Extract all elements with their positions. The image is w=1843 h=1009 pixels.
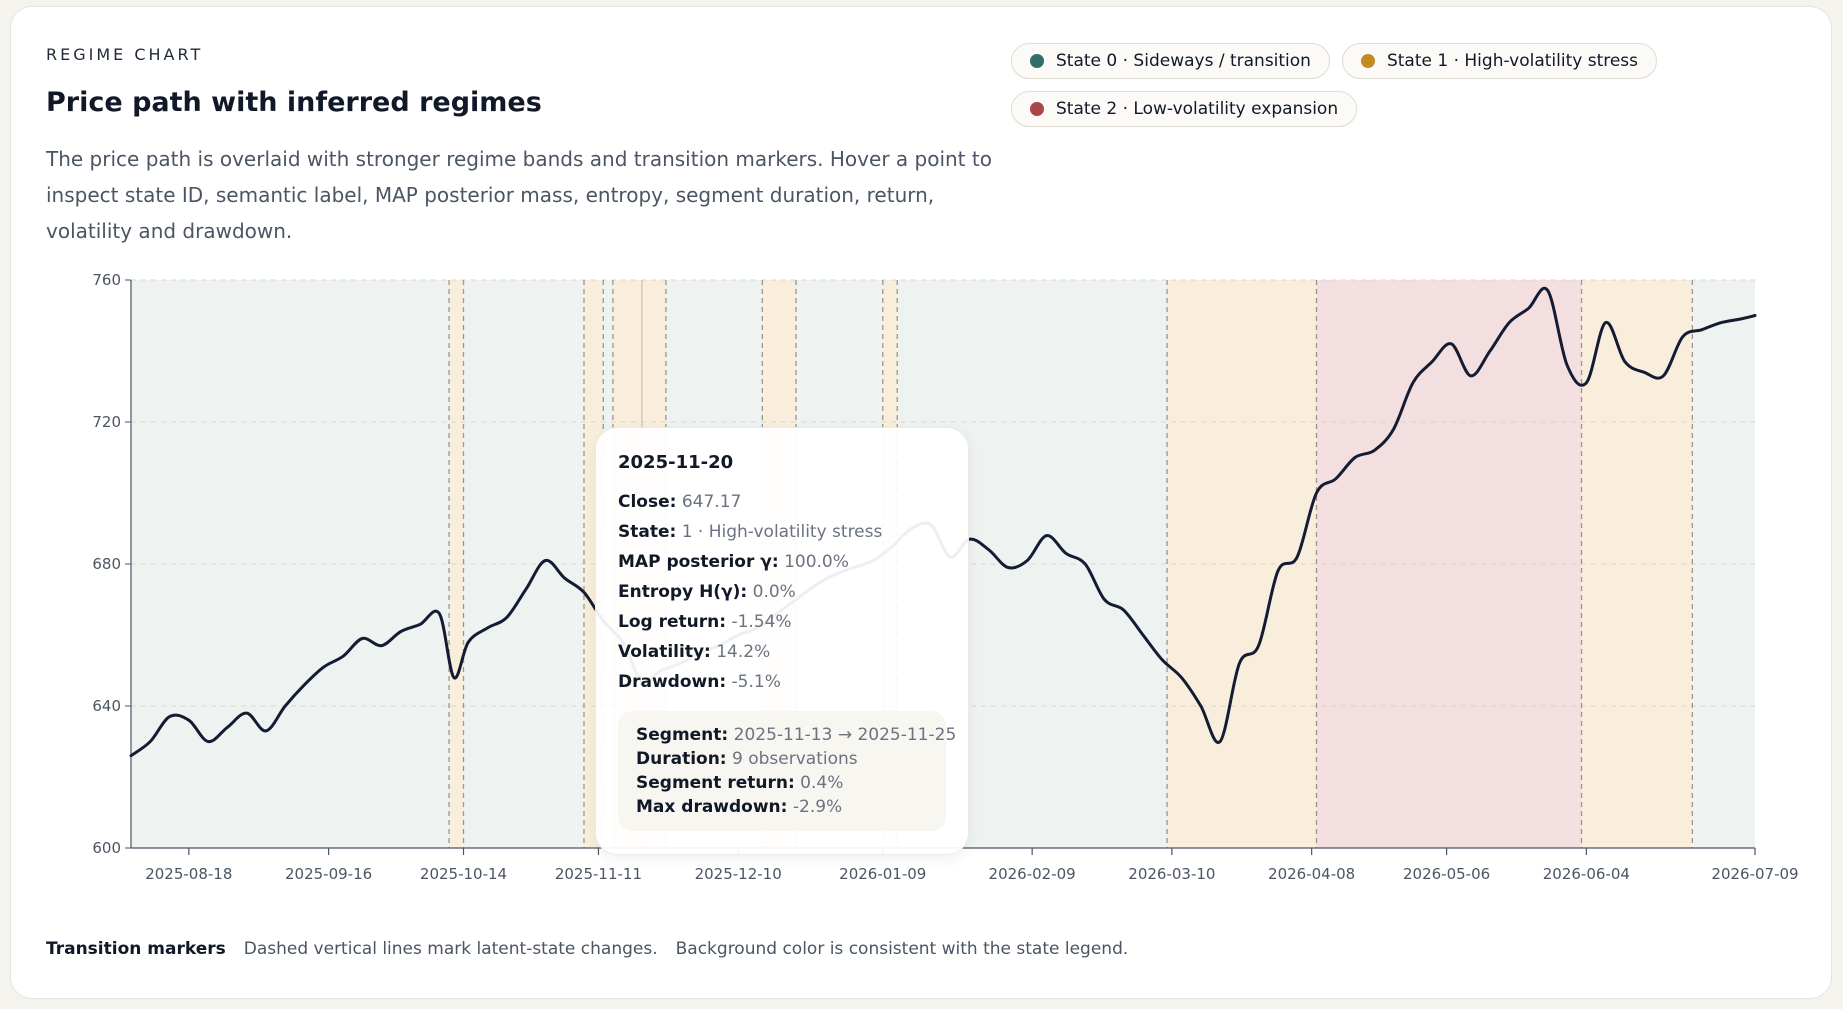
tooltip-duration: Duration: 9 observations	[636, 749, 858, 769]
chart-footer: Transition markers Dashed vertical lines…	[46, 939, 1128, 959]
legend-item-state-0[interactable]: State 0 · Sideways / transition	[1011, 43, 1330, 79]
legend-dot-icon	[1360, 54, 1375, 68]
y-tick-label: 760	[92, 271, 121, 289]
tooltip-drawdown: Drawdown: -5.1%	[618, 672, 781, 692]
y-tick-label: 680	[92, 555, 121, 573]
x-tick-label: 2026-04-08	[1268, 865, 1355, 883]
x-tick-label: 2026-01-09	[839, 865, 926, 883]
x-tick-label: 2026-05-06	[1403, 865, 1490, 883]
chart-title: Price path with inferred regimes	[46, 87, 542, 118]
x-tick-label: 2025-10-14	[420, 865, 507, 883]
tooltip-log-return: Log return: -1.54%	[618, 612, 792, 632]
x-tick-label: 2026-02-09	[989, 865, 1076, 883]
legend-label: State 2 · Low-volatility expansion	[1056, 99, 1339, 119]
x-tick-label: 2025-09-16	[285, 865, 372, 883]
x-tick-label: 2025-08-18	[145, 865, 232, 883]
legend-item-state-2[interactable]: State 2 · Low-volatility expansion	[1011, 91, 1358, 127]
legend-label: State 1 · High-volatility stress	[1386, 51, 1639, 71]
x-tick-label: 2025-11-11	[555, 865, 642, 883]
legend-dot-icon	[1030, 102, 1044, 116]
regime-chart[interactable]: 600 640 680 720 760 2025-08-18 2025-09-16 2025-…	[11, 7, 1832, 999]
y-tick-label: 600	[92, 839, 121, 857]
tooltip-entropy: Entropy H(γ): 0.0%	[618, 582, 796, 602]
state-legend: State 0 · Sideways / transition State 1 …	[1011, 43, 1711, 127]
regime-band-state-2	[1316, 280, 1582, 848]
hover-tooltip: 2025-11-20 Close: 647.17 State: 1 · High…	[595, 427, 969, 855]
tooltip-map-posterior: MAP posterior γ: 100.0%	[618, 552, 849, 572]
tooltip-date: 2025-11-20	[618, 452, 734, 473]
footer-text-colors: Background color is consistent with the …	[675, 939, 1129, 959]
tooltip-close: Close: 647.17	[618, 492, 742, 512]
tooltip-state: State: 1 · High-volatility stress	[618, 522, 883, 542]
y-tick-label: 640	[92, 697, 121, 715]
x-tick-label: 2026-06-04	[1543, 865, 1630, 883]
tooltip-segment: Segment: 2025-11-13 → 2025-11-25	[636, 725, 957, 745]
chart-eyebrow: REGIME CHART	[46, 45, 204, 64]
legend-item-state-1[interactable]: State 1 · High-volatility stress	[1341, 43, 1658, 79]
tooltip-volatility: Volatility: 14.2%	[618, 642, 771, 662]
axes: 600 640 680 720 760 2025-08-18 2025-09-16 2025-…	[92, 271, 1798, 883]
tooltip-segment-box: Segment: 2025-11-13 → 2025-11-25 Duratio…	[618, 711, 957, 831]
tooltip-segment-return: Segment return: 0.4%	[636, 773, 844, 793]
tooltip-max-drawdown: Max drawdown: -2.9%	[636, 797, 843, 817]
footer-text-markers: Dashed vertical lines mark latent-state …	[243, 939, 658, 959]
x-tick-label: 2026-03-10	[1128, 865, 1215, 883]
y-tick-label: 720	[92, 413, 121, 431]
chart-description: The price path is overlaid with stronger…	[46, 147, 992, 243]
x-tick-label: 2026-07-09	[1711, 865, 1798, 883]
legend-dot-icon	[1030, 54, 1044, 68]
legend-label: State 0 · Sideways / transition	[1056, 51, 1311, 71]
chart-card: REGIME CHART Price path with inferred re…	[10, 6, 1832, 999]
footer-title: Transition markers	[46, 939, 226, 959]
x-tick-label: 2025-12-10	[695, 865, 782, 883]
